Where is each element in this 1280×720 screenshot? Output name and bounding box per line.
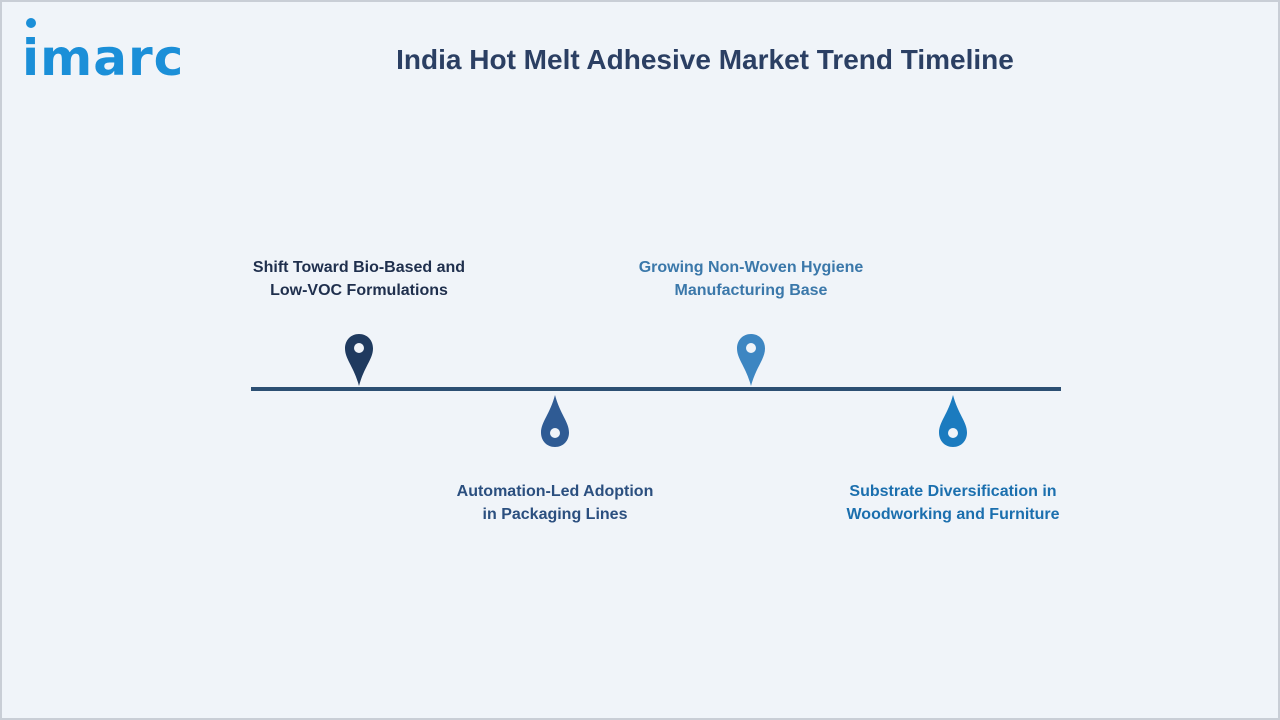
label-line: in Packaging Lines [482, 506, 628, 523]
imarc-logo: imarc [22, 16, 202, 86]
pin-hole [746, 343, 756, 353]
timeline-label-2: Automation-Led Adoption in Packaging Lin… [435, 480, 675, 526]
timeline-label-3: Growing Non-Woven Hygiene Manufacturing … [631, 256, 871, 302]
logo-dot [26, 18, 36, 28]
pin-shape [737, 334, 765, 386]
page-title: India Hot Melt Adhesive Market Trend Tim… [396, 44, 1014, 75]
label-line: Shift Toward Bio-Based and [252, 259, 466, 276]
label-line: Automation-Led Adoption [456, 483, 654, 500]
drop-hole [550, 428, 560, 438]
drop-icon [541, 395, 569, 447]
timeline-label-1: Shift Toward Bio-Based and Low-VOC Formu… [239, 256, 479, 302]
label-line: Growing Non-Woven Hygiene [638, 259, 864, 276]
label-line: Woodworking and Furniture [846, 506, 1060, 523]
timeline-label-4: Substrate Diversification in Woodworking… [833, 480, 1073, 526]
label-line: Low-VOC Formulations [270, 282, 448, 299]
drop-shape [939, 395, 967, 447]
drop-hole [948, 428, 958, 438]
label-line: Manufacturing Base [674, 282, 828, 299]
timeline-line [251, 387, 1061, 391]
pin-shape [345, 334, 373, 386]
map-pin-icon [345, 334, 373, 386]
pin-hole [354, 343, 364, 353]
drop-shape [541, 395, 569, 447]
label-line: Substrate Diversification in [849, 483, 1057, 500]
map-pin-icon [737, 334, 765, 386]
logo-text: imarc [22, 29, 185, 87]
drop-icon [939, 395, 967, 447]
